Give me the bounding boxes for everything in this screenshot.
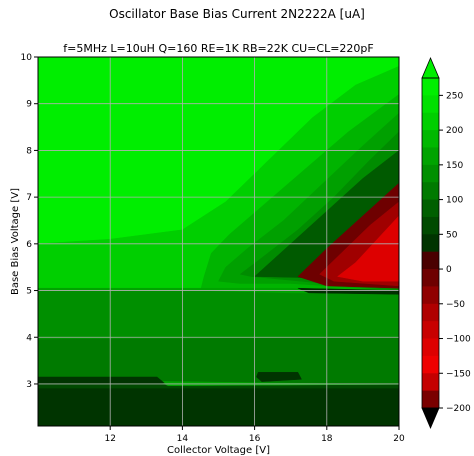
contour-region-12	[38, 337, 399, 385]
colorbar-tick-label: 50	[446, 230, 458, 240]
colorbar-band	[422, 321, 439, 339]
y-tick-label: 5	[26, 287, 32, 297]
y-axis-label: Base Bias Voltage [V]	[10, 188, 21, 295]
chart-suptitle: Oscillator Base Bias Current 2N2222A [uA…	[109, 7, 365, 21]
colorbar-band	[422, 130, 439, 148]
colorbar-tick-label: 0	[446, 265, 452, 275]
colorbar-tick-label: −100	[446, 335, 471, 345]
colorbar-band	[422, 251, 439, 270]
y-tick-label: 3	[26, 380, 32, 390]
colorbar-band	[422, 164, 439, 183]
contour-region-9	[337, 215, 399, 282]
colorbar-band	[422, 147, 439, 166]
colorbar-band	[422, 78, 439, 96]
colorbar-band	[422, 355, 439, 374]
x-tick-label: 16	[249, 434, 261, 444]
contour-region-14	[38, 388, 399, 426]
y-tick-label: 8	[26, 146, 32, 156]
colorbar-band	[422, 112, 439, 131]
colorbar-extend-bottom	[421, 407, 440, 430]
colorbar-tick-label: −50	[446, 300, 465, 310]
y-tick-label: 6	[26, 240, 32, 250]
axes-frame	[37, 56, 400, 427]
colorbar-band	[422, 338, 439, 357]
colorbar-tick-label: 100	[446, 196, 463, 206]
y-tick-label: 10	[21, 53, 33, 63]
colorbar-band	[422, 234, 439, 253]
colorbar-tick-label: 250	[446, 91, 463, 101]
colorbar-band	[422, 390, 439, 409]
contour-region-16	[256, 372, 302, 382]
x-tick-label: 20	[393, 434, 405, 444]
colorbar-band	[422, 95, 439, 114]
chart-subtitle: f=5MHz L=10uH Q=160 RE=1K RB=22K CU=CL=2…	[63, 42, 374, 55]
contour-region-17	[297, 287, 399, 295]
contour-region-10	[38, 290, 399, 340]
x-tick-label: 12	[104, 434, 115, 444]
y-tick-label: 4	[26, 333, 32, 343]
y-tick-label: 9	[26, 100, 32, 110]
colorbar: 250 200 150 100 50 0 −50 −100 −150 −200	[421, 56, 471, 430]
x-axis-label: Collector Voltage [V]	[167, 445, 270, 456]
colorbar-band	[422, 303, 439, 322]
colorbar-tick-label: −150	[446, 369, 471, 379]
colorbar-frame	[421, 77, 440, 409]
contour-region-15	[38, 376, 165, 384]
colorbar-tick-label: −200	[446, 404, 471, 414]
colorbar-band	[422, 373, 439, 392]
x-tick-label: 18	[321, 434, 333, 444]
colorbar-band	[422, 216, 439, 235]
y-tick-label: 7	[26, 193, 32, 203]
x-tick-label: 14	[177, 434, 189, 444]
colorbar-band	[422, 286, 439, 305]
colorbar-tick-label: 200	[446, 126, 463, 136]
colorbar-band	[422, 269, 439, 287]
colorbar-band	[422, 199, 439, 218]
colorbar-extend-top	[421, 56, 440, 79]
colorbar-tick-label: 150	[446, 161, 463, 171]
colorbar-band	[422, 182, 439, 200]
